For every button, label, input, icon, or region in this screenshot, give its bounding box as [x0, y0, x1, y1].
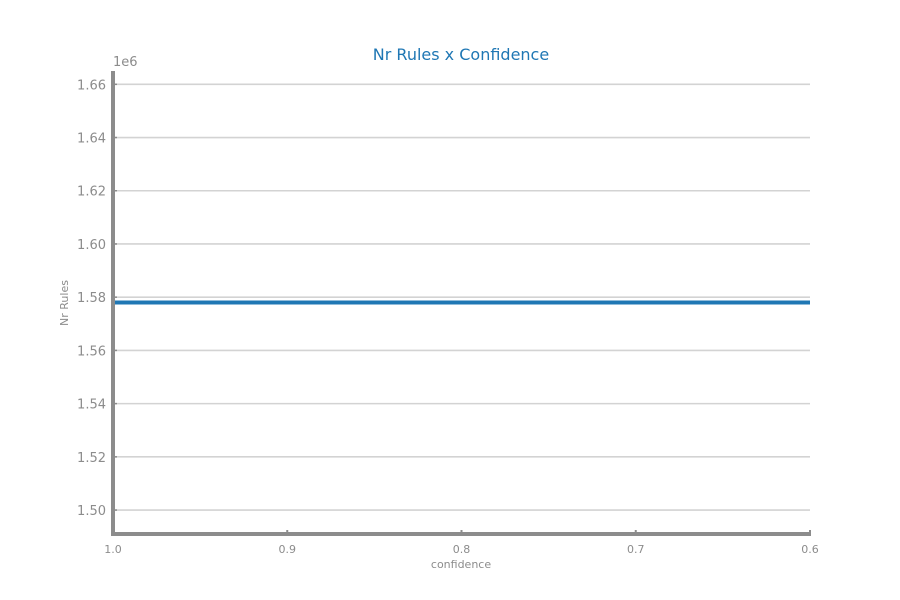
y-tick-label: 1.58 — [77, 291, 106, 306]
y-tick-label: 1.64 — [77, 132, 106, 147]
y-tick-label: 1.52 — [77, 451, 106, 466]
y-tick-label: 1.66 — [77, 78, 106, 93]
x-ticks: 1.0 0.9 0.8 0.7 0.6 — [104, 530, 819, 556]
x-axis-label: confidence — [431, 558, 491, 571]
y-tick-label: 1.62 — [77, 185, 106, 200]
x-tick-label: 0.8 — [453, 543, 471, 556]
chart-title: Nr Rules x Confidence — [373, 45, 549, 64]
x-tick-label: 0.7 — [627, 543, 645, 556]
y-tick-label: 1.56 — [77, 344, 106, 359]
x-tick-label: 0.6 — [801, 543, 819, 556]
y-offset-label: 1e6 — [113, 55, 138, 70]
x-tick-label: 0.9 — [279, 543, 297, 556]
y-tick-label: 1.54 — [77, 398, 106, 413]
y-ticks: 1.50 1.52 1.54 1.56 1.58 1.60 1.62 1.64 1.66 — [77, 78, 117, 519]
gridlines — [113, 83, 810, 511]
y-tick-label: 1.60 — [77, 238, 106, 253]
y-axis-label: Nr Rules — [58, 280, 71, 326]
x-tick-label: 1.0 — [104, 543, 122, 556]
y-tick-label: 1.50 — [77, 504, 106, 519]
